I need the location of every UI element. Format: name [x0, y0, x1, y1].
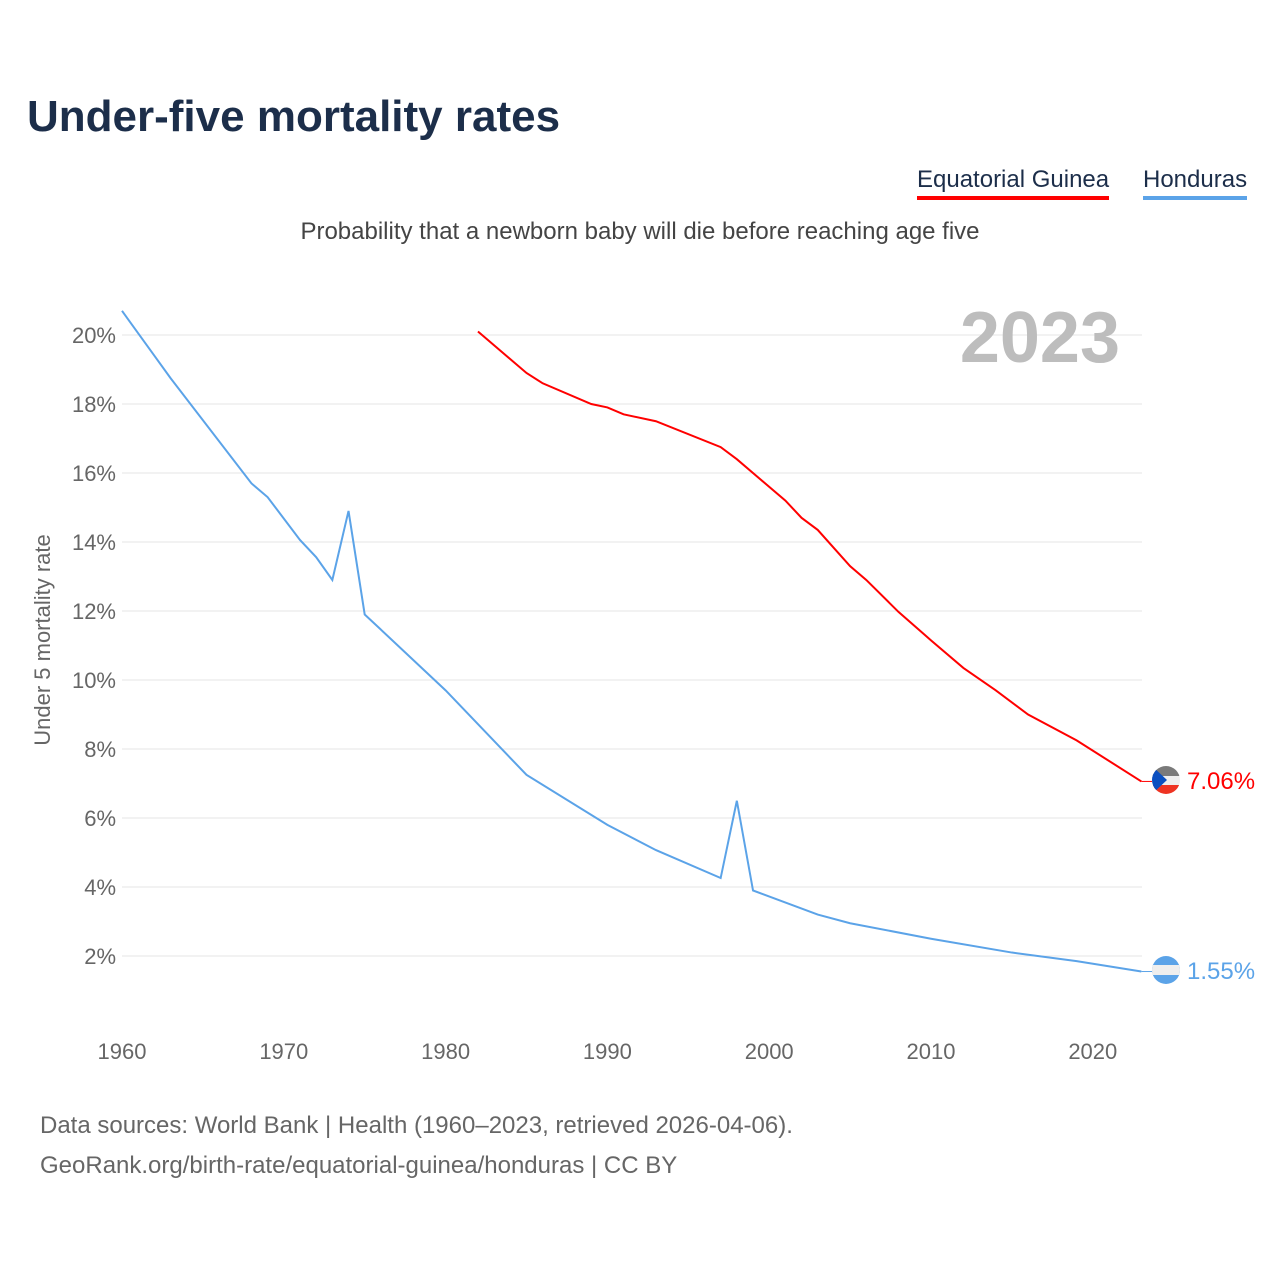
legend-equatorial-guinea[interactable]: Equatorial Guinea: [917, 166, 1110, 200]
chart-title: Under-five mortality rates: [27, 92, 561, 141]
data-source: Data sources: World Bank | Health (1960–…: [40, 1112, 793, 1139]
x-tick-label: 1990: [583, 1039, 632, 1064]
x-tick-label: 1960: [98, 1039, 147, 1064]
y-tick-label: 6%: [84, 806, 116, 831]
x-tick-label: 1980: [421, 1039, 470, 1064]
flag-icon: [1152, 785, 1180, 794]
legend-honduras[interactable]: Honduras: [1143, 166, 1248, 200]
x-tick-label: 1970: [259, 1039, 308, 1064]
y-tick-label: 16%: [72, 461, 116, 486]
chart-subtitle: Probability that a newborn baby will die…: [300, 218, 980, 245]
y-tick-label: 12%: [72, 599, 116, 624]
series-line-honduras: [121, 310, 1142, 973]
y-tick-label: 8%: [84, 737, 116, 762]
year-label: 2023: [960, 298, 1120, 378]
y-tick-label: 2%: [84, 944, 116, 969]
y-tick-label: 18%: [72, 392, 116, 417]
y-tick-label: 14%: [72, 530, 116, 555]
end-value-label: 1.55%: [1187, 958, 1255, 985]
x-tick-label: 2020: [1068, 1039, 1117, 1064]
footer: Data sources: World Bank | Health (1960–…: [40, 1106, 793, 1186]
series-line-equatorial-guinea: [477, 330, 1142, 783]
y-tick-label: 4%: [84, 875, 116, 900]
flag-icon: [1152, 766, 1167, 794]
y-axis-label: Under 5 mortality rate: [30, 534, 55, 746]
y-tick-label: 10%: [72, 668, 116, 693]
end-value-label: 7.06%: [1187, 768, 1255, 795]
source-link[interactable]: GeoRank.org/birth-rate/equatorial-guinea…: [40, 1152, 678, 1179]
x-tick-label: 2000: [745, 1039, 794, 1064]
flag-icon: [1152, 766, 1180, 776]
flag-icon: [1152, 965, 1180, 975]
x-tick-label: 2010: [907, 1039, 956, 1064]
y-tick-label: 20%: [72, 323, 116, 348]
